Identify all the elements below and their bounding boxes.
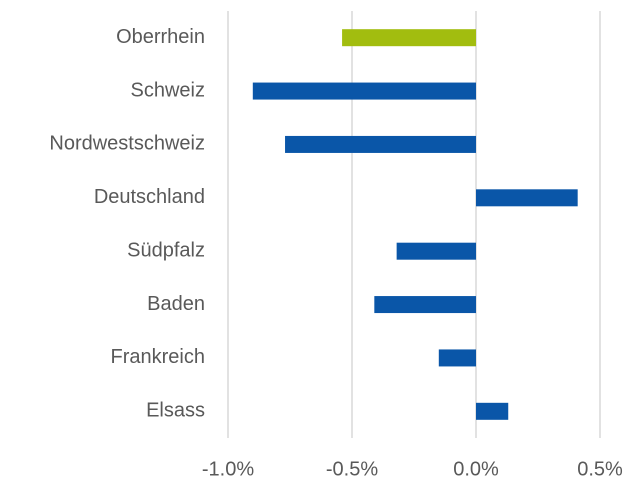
y-tick-label: Schweiz — [131, 79, 205, 101]
bar — [476, 402, 509, 420]
x-tick-label: -1.0% — [202, 458, 254, 480]
bar — [438, 349, 476, 367]
y-tick-label: Südpfalz — [127, 239, 205, 261]
y-tick-label: Elsass — [146, 400, 205, 422]
bar — [252, 82, 476, 100]
x-tick-label: 0.5% — [577, 458, 623, 480]
bar — [285, 135, 476, 153]
x-tick-label: -0.5% — [326, 458, 378, 480]
y-tick-label: Baden — [147, 293, 205, 315]
bar — [396, 242, 476, 260]
bar — [342, 29, 476, 47]
bar — [476, 189, 578, 207]
y-tick-label: Deutschland — [94, 186, 205, 208]
y-tick-label: Nordwestschweiz — [49, 133, 205, 155]
x-tick-label: 0.0% — [453, 458, 499, 480]
bar — [374, 296, 476, 314]
y-tick-label: Frankreich — [111, 346, 205, 368]
y-tick-label: Oberrhein — [116, 26, 205, 48]
